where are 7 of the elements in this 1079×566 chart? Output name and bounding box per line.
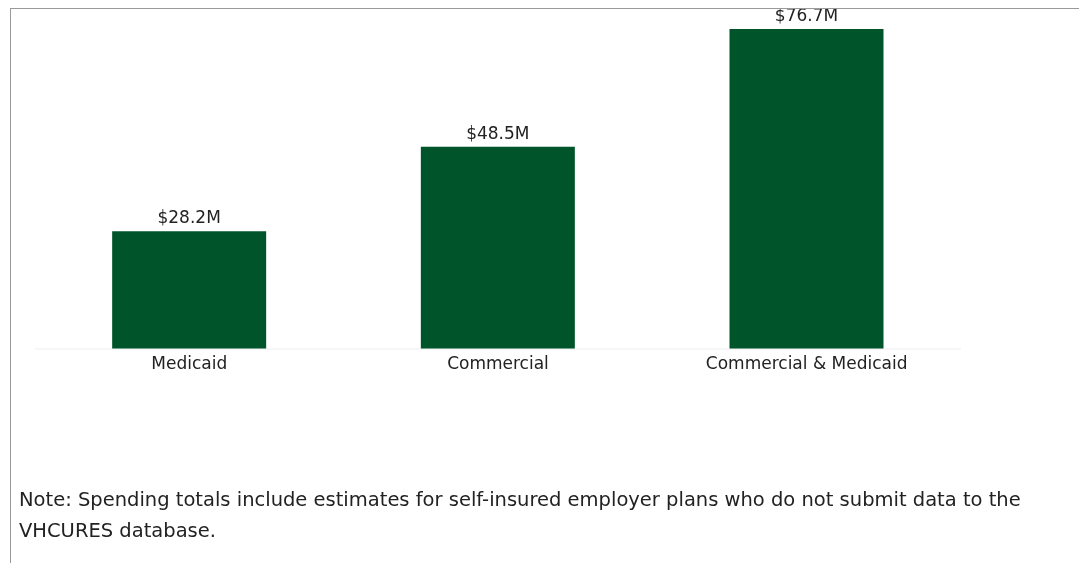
x-tick-label: Commercial & Medicaid	[705, 353, 908, 374]
text: Note: Spending totals include estimates for self-insured employer plans who do not submit data to the VHCURES database.	[19, 487, 1022, 544]
x-tick-label: Medicaid	[151, 353, 228, 374]
data-label: $76.7M	[774, 5, 839, 25]
data-label: $28.2M	[157, 207, 221, 228]
data-label: $48.5M	[466, 122, 530, 143]
x-tick-label: Commercial	[447, 353, 549, 374]
